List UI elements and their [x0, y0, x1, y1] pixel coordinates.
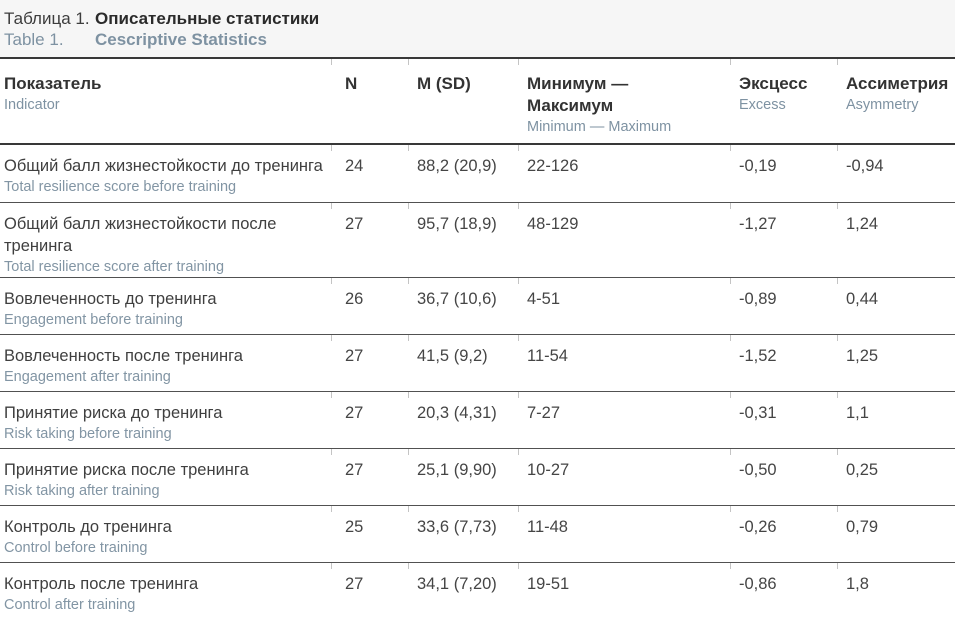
header-row: Показатель Indicator N M (SD) Минимум — …: [0, 57, 955, 145]
indicator-en: Control after training: [4, 597, 136, 613]
indicator-ru: Общий балл жизнестойкости после тренинга: [4, 215, 277, 255]
table-header: Показатель Indicator N M (SD) Минимум — …: [0, 57, 955, 145]
column-header-minmax-ru: Минимум — Максимум: [527, 74, 629, 115]
column-header-n-ru: N: [345, 74, 358, 93]
caption-label-en: Table 1.: [4, 30, 64, 49]
excess-cell: -0,26: [730, 505, 837, 562]
asymmetry-cell: 1,1: [837, 391, 955, 448]
column-header-n: N: [331, 57, 408, 145]
msd-cell: 34,1 (7,20): [408, 562, 518, 619]
indicator-ru: Принятие риска после тренинга: [4, 461, 249, 479]
indicator-en: Risk taking before training: [4, 426, 172, 442]
table-row: Вовлеченность до тренинга Engagement bef…: [0, 277, 955, 334]
table-row: Контроль до тренинга Control before trai…: [0, 505, 955, 562]
asymmetry-cell: 1,24: [837, 202, 955, 277]
excess-cell: -0,50: [730, 448, 837, 505]
table-body: Общий балл жизнестойкости до тренинга To…: [0, 145, 955, 619]
indicator-en: Total resilience score before training: [4, 179, 237, 195]
n-cell: 26: [331, 277, 408, 334]
msd-cell: 33,6 (7,73): [408, 505, 518, 562]
minmax-cell: 11-48: [518, 505, 730, 562]
msd-cell: 41,5 (9,2): [408, 334, 518, 391]
column-header-indicator: Показатель Indicator: [0, 57, 331, 145]
indicator-en: Engagement before training: [4, 312, 183, 328]
indicator-ru: Контроль после тренинга: [4, 575, 199, 593]
indicator-en: Risk taking after training: [4, 483, 160, 499]
indicator-cell: Вовлеченность после тренинга Engagement …: [0, 334, 331, 391]
column-header-minmax-en: Minimum — Maximum: [527, 119, 672, 135]
indicator-ru: Контроль до тренинга: [4, 518, 172, 536]
msd-cell: 36,7 (10,6): [408, 277, 518, 334]
asymmetry-cell: 0,44: [837, 277, 955, 334]
asymmetry-cell: 1,8: [837, 562, 955, 619]
table-row: Общий балл жизнестойкости до тренинга To…: [0, 145, 955, 202]
indicator-cell: Общий балл жизнестойкости после тренинга…: [0, 202, 331, 277]
indicator-cell: Контроль до тренинга Control before trai…: [0, 505, 331, 562]
column-header-excess-ru: Эксцесс: [739, 74, 808, 93]
n-cell: 27: [331, 562, 408, 619]
column-header-minmax: Минимум — Максимум Minimum — Maximum: [518, 57, 730, 145]
indicator-en: Total resilience score after training: [4, 259, 225, 275]
msd-cell: 95,7 (18,9): [408, 202, 518, 277]
asymmetry-cell: -0,94: [837, 145, 955, 202]
indicator-cell: Общий балл жизнестойкости до тренинга To…: [0, 145, 331, 202]
excess-cell: -1,27: [730, 202, 837, 277]
excess-cell: -1,52: [730, 334, 837, 391]
excess-cell: -0,19: [730, 145, 837, 202]
msd-cell: 88,2 (20,9): [408, 145, 518, 202]
msd-cell: 20,3 (4,31): [408, 391, 518, 448]
asymmetry-cell: 0,79: [837, 505, 955, 562]
excess-cell: -0,89: [730, 277, 837, 334]
indicator-ru: Вовлеченность после тренинга: [4, 347, 243, 365]
minmax-cell: 10-27: [518, 448, 730, 505]
indicator-cell: Принятие риска после тренинга Risk takin…: [0, 448, 331, 505]
indicator-en: Engagement after training: [4, 369, 171, 385]
caption-label-ru: Таблица 1.: [4, 9, 90, 28]
column-header-msd: M (SD): [408, 57, 518, 145]
minmax-cell: 11-54: [518, 334, 730, 391]
column-header-msd-ru: M (SD): [417, 74, 471, 93]
minmax-cell: 48-129: [518, 202, 730, 277]
indicator-cell: Вовлеченность до тренинга Engagement bef…: [0, 277, 331, 334]
column-header-asymmetry: Ассиметрия Asymmetry: [837, 57, 955, 145]
n-cell: 24: [331, 145, 408, 202]
table-row: Принятие риска до тренинга Risk taking b…: [0, 391, 955, 448]
column-header-asymmetry-en: Asymmetry: [846, 97, 919, 113]
table-row: Контроль после тренинга Control after tr…: [0, 562, 955, 619]
minmax-cell: 4-51: [518, 277, 730, 334]
n-cell: 27: [331, 334, 408, 391]
indicator-ru: Принятие риска до тренинга: [4, 404, 223, 422]
table-row: Вовлеченность после тренинга Engagement …: [0, 334, 955, 391]
minmax-cell: 22-126: [518, 145, 730, 202]
column-header-excess: Эксцесс Excess: [730, 57, 837, 145]
table-caption: Таблица 1. Описательные статистики Table…: [0, 0, 955, 57]
excess-cell: -0,86: [730, 562, 837, 619]
column-header-indicator-en: Indicator: [4, 97, 60, 113]
descriptive-statistics-table: Показатель Indicator N M (SD) Минимум — …: [0, 57, 955, 619]
msd-cell: 25,1 (9,90): [408, 448, 518, 505]
excess-cell: -0,31: [730, 391, 837, 448]
indicator-en: Control before training: [4, 540, 148, 556]
table-row: Общий балл жизнестойкости после тренинга…: [0, 202, 955, 277]
n-cell: 27: [331, 202, 408, 277]
indicator-cell: Контроль после тренинга Control after tr…: [0, 562, 331, 619]
minmax-cell: 7-27: [518, 391, 730, 448]
n-cell: 25: [331, 505, 408, 562]
table-row: Принятие риска после тренинга Risk takin…: [0, 448, 955, 505]
column-header-asymmetry-ru: Ассиметрия: [846, 74, 949, 93]
minmax-cell: 19-51: [518, 562, 730, 619]
asymmetry-cell: 1,25: [837, 334, 955, 391]
indicator-cell: Принятие риска до тренинга Risk taking b…: [0, 391, 331, 448]
asymmetry-cell: 0,25: [837, 448, 955, 505]
indicator-ru: Общий балл жизнестойкости до тренинга: [4, 157, 323, 175]
column-header-excess-en: Excess: [739, 97, 786, 113]
caption-title-ru: Описательные статистики: [95, 9, 320, 28]
indicator-ru: Вовлеченность до тренинга: [4, 290, 217, 308]
caption-title-en: Cescriptive Statistics: [95, 30, 267, 49]
n-cell: 27: [331, 391, 408, 448]
n-cell: 27: [331, 448, 408, 505]
column-header-indicator-ru: Показатель: [4, 74, 102, 93]
